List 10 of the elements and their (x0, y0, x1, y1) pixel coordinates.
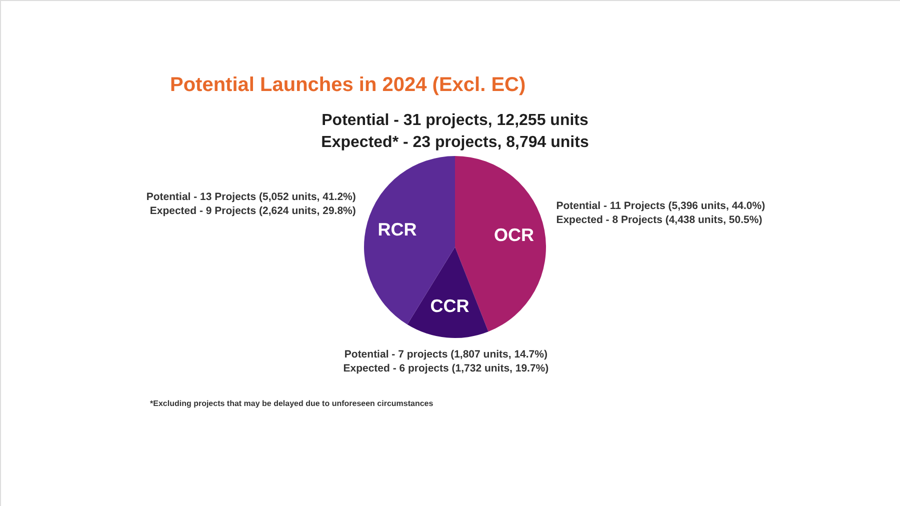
slice-label: CCR (430, 296, 470, 316)
text: *Excluding projects that may be delayed due to unforeseen circumstances (150, 399, 434, 408)
data-label: Potential - 11 Projects (5,396 units, 44.0%) Expected - 8 Projects (4,438 units, 50.5%) (556, 200, 766, 226)
slice-label: RCR (378, 220, 417, 240)
chart-subtitle: Potential - 31 projects, 12,255 units Expected* - 23 projects, 8,794 units (321, 112, 589, 151)
chart-title: Potential Launches in 2024 (Excl. EC) (170, 74, 526, 96)
pie-slice (407, 247, 488, 338)
data-label: Potential - 13 Projects (5,052 units, 41.2%) Expected - 9 Projects (2,624 units, 29.8%) (146, 190, 356, 217)
data-label: Potential - 7 projects (1,807 units, 14.7%) Expected - 6 projects (1,732 units, 19.7%) (343, 348, 549, 375)
slice-label: OCR (494, 224, 534, 245)
